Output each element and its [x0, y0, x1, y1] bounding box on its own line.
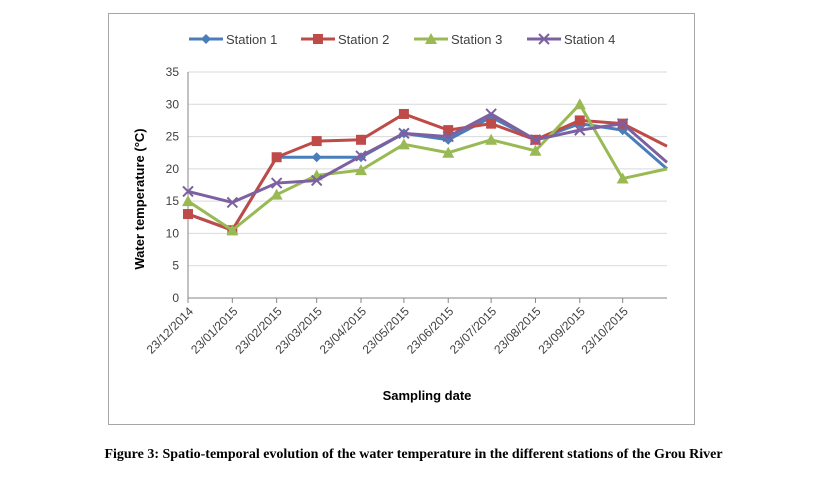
data-point: [573, 98, 586, 110]
series-line: [187, 102, 668, 232]
data-point: [270, 177, 283, 189]
x-tick-label: 23/07/2015: [447, 304, 500, 357]
x-tick-label: 23/01/2015: [188, 304, 241, 357]
x-marker-stroke: [616, 117, 629, 130]
y-tick-label: 5: [172, 259, 179, 273]
x-marker-stroke: [310, 174, 323, 187]
data-point: [485, 133, 498, 145]
x-tick-label: 23/05/2015: [360, 304, 413, 357]
data-point: [442, 146, 455, 158]
data-point: [355, 164, 368, 176]
x-tick-label: 23/12/2014: [144, 304, 197, 357]
series-station-3: [182, 98, 668, 236]
x-marker-stroke: [538, 33, 550, 45]
y-tick-label: 30: [166, 97, 180, 111]
x-marker-stroke: [442, 130, 454, 143]
chart-svg: 0 5 10 15 20 25 30 35 23/12/201423/01/201523/02…: [132, 32, 668, 403]
legend-item-station-2: Station 2: [301, 32, 389, 47]
figure-caption: Figure 3: Spatio-temporal evolution of t…: [104, 447, 723, 462]
data-point: [311, 152, 322, 163]
data-point: [616, 172, 629, 184]
data-point: [226, 224, 239, 236]
legend-item-station-4: Station 4: [527, 32, 615, 47]
series-layer: [182, 98, 668, 236]
x-marker-stroke: [182, 185, 194, 198]
data-point: [574, 124, 586, 136]
data-point: [182, 195, 194, 207]
data-point: [311, 136, 322, 147]
data-point: [529, 144, 542, 156]
x-marker-stroke: [270, 177, 283, 189]
legend-item-station-1: Station 1: [189, 32, 277, 47]
data-point: [442, 130, 454, 143]
x-marker-stroke: [485, 108, 497, 120]
legend-item-station-3: Station 3: [414, 32, 502, 47]
data-point: [183, 209, 193, 220]
x-axis-title: Sampling date: [383, 388, 472, 403]
x-marker-stroke: [574, 124, 586, 136]
series-line: [187, 112, 668, 204]
legend-label: Station 3: [451, 32, 502, 47]
data-point: [616, 117, 629, 130]
data-point: [356, 134, 367, 145]
y-tick-label: 10: [166, 226, 180, 240]
legend-label: Station 1: [226, 32, 277, 47]
data-point: [355, 150, 367, 162]
y-tick-labels: 0 5 10 15 20 25 30 35: [166, 65, 180, 305]
x-marker-stroke: [226, 196, 239, 209]
x-tick-labels: 23/12/201423/01/201523/02/201523/03/2015…: [144, 298, 631, 357]
y-tick-label: 35: [166, 65, 180, 79]
data-point: [397, 138, 410, 150]
x-marker-stroke: [355, 150, 367, 162]
x-tick-label: 23/10/2015: [578, 304, 631, 357]
y-tick-label: 0: [172, 291, 179, 305]
x-marker-stroke: [398, 127, 410, 140]
data-point: [443, 125, 454, 136]
data-point: [226, 196, 239, 209]
x-marker-stroke: [529, 134, 542, 146]
series-station-4: [182, 108, 668, 209]
data-point: [574, 115, 585, 126]
legend-marker: [425, 33, 437, 44]
data-point: [182, 185, 194, 198]
legend-label: Station 2: [338, 32, 389, 47]
y-tick-label: 15: [166, 194, 180, 208]
data-point: [310, 174, 323, 187]
legend-label: Station 4: [564, 32, 615, 47]
data-point: [398, 108, 409, 119]
legend-marker: [313, 34, 323, 44]
y-tick-label: 25: [166, 130, 180, 144]
data-point: [486, 118, 497, 129]
y-axis-title: Water temperature (°C): [132, 128, 147, 269]
y-tick-label: 20: [166, 162, 180, 176]
chart-frame: 0 5 10 15 20 25 30 35 23/12/2014 23/01/2015 23/02…: [108, 13, 695, 425]
data-point: [271, 152, 282, 163]
data-point: [270, 188, 283, 200]
series-line: [187, 112, 668, 232]
legend: Station 1 Station 2 Station 3 Station 4: [189, 32, 615, 47]
x-tick-label: 23/08/2015: [491, 304, 544, 357]
data-point: [529, 134, 542, 146]
data-point: [485, 108, 497, 120]
legend-marker: [538, 33, 550, 45]
data-point: [398, 127, 410, 140]
legend-marker: [201, 34, 211, 44]
